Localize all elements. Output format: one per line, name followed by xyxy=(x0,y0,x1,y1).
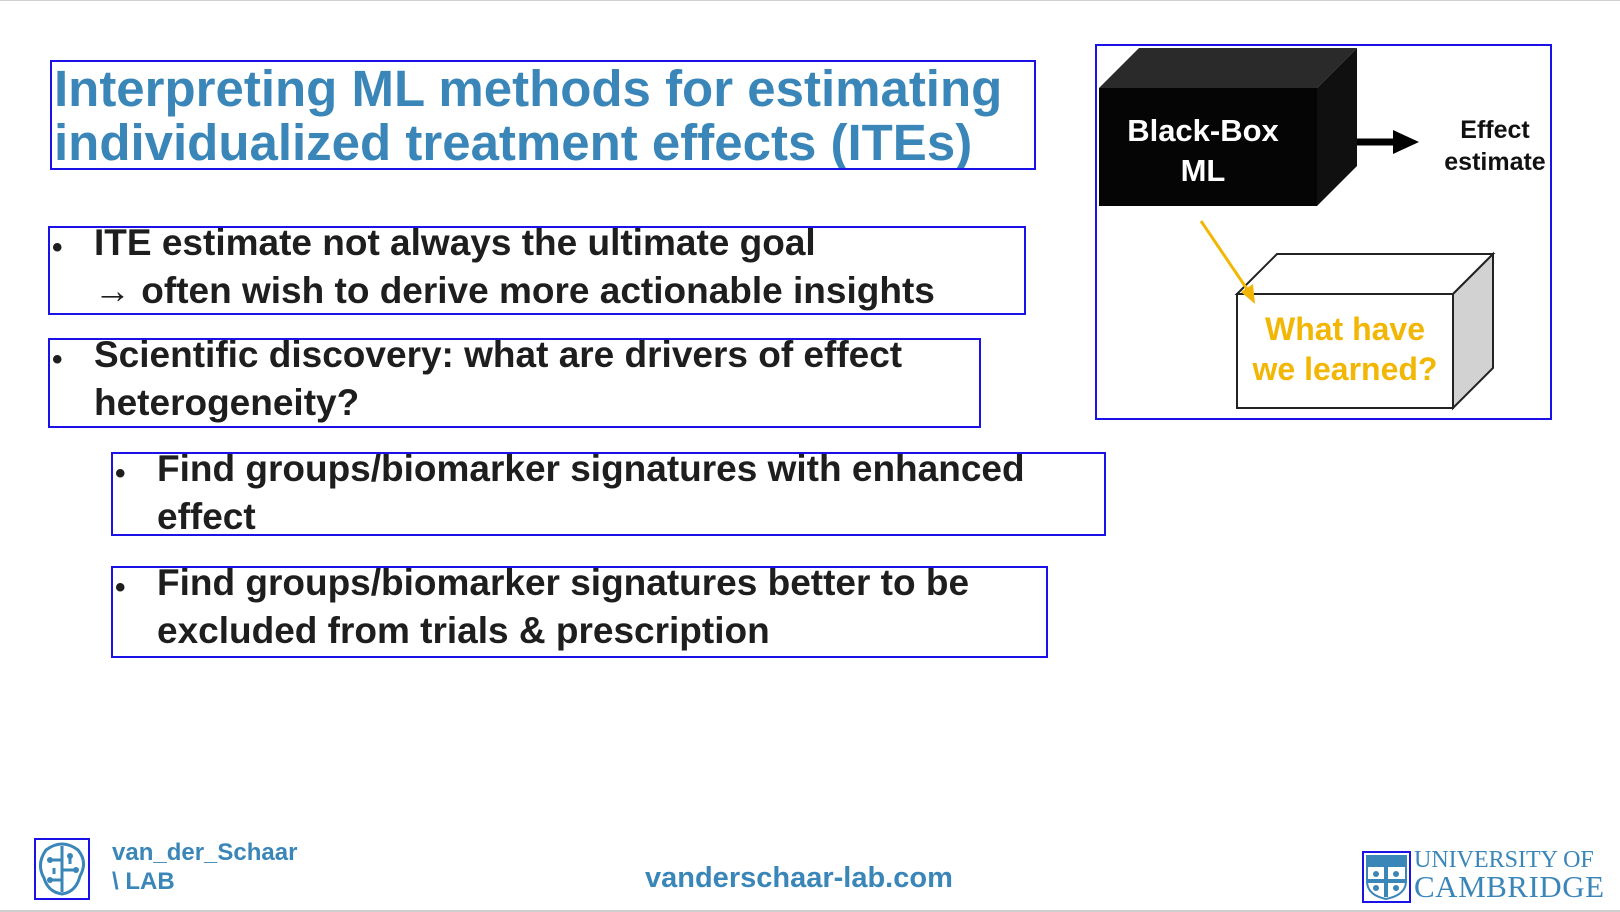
bullet-text-line-2: effect xyxy=(157,496,256,536)
lab-name: van_der_Schaar \ LAB xyxy=(112,838,297,896)
bullet-scientific-discovery: • Scientific discovery: what are drivers… xyxy=(48,338,981,428)
bottom-divider xyxy=(0,910,1620,912)
top-divider xyxy=(0,0,1620,1)
crest-shield-icon xyxy=(1366,855,1407,901)
bullet-text-line-1: Find groups/biomarker signatures better … xyxy=(157,566,970,603)
question-line-1: What have xyxy=(1265,311,1425,347)
bullet-ite-goal: • ITE estimate not always the ultimate g… xyxy=(48,226,1026,315)
university-line-2: CAMBRIDGE xyxy=(1414,869,1605,904)
bullet-marker: • xyxy=(52,231,63,264)
bullet-text-line-2: → often wish to derive more actionable i… xyxy=(94,270,935,311)
bullet-text-line-2: excluded from trials & prescription xyxy=(157,610,770,651)
slide-title: Interpreting ML methods for estimating i… xyxy=(50,60,1036,170)
white-box-top-face xyxy=(1234,253,1496,295)
bullet-marker: • xyxy=(52,343,63,376)
output-arrow-head xyxy=(1393,130,1419,154)
bullet-marker: • xyxy=(115,457,126,490)
question-line-2: we learned? xyxy=(1252,351,1438,387)
slide-title-line-2: individualized treatment effects (ITEs) xyxy=(54,114,973,170)
bullet-text-line-1: Scientific discovery: what are drivers o… xyxy=(94,338,903,375)
cambridge-crest-icon xyxy=(1362,851,1411,903)
slide-title-line-1: Interpreting ML methods for estimating xyxy=(54,60,1003,117)
effect-estimate-line-2: estimate xyxy=(1444,148,1546,176)
brain-circuit-icon xyxy=(39,842,85,896)
university-line-1: UNIVERSITY OF xyxy=(1414,847,1594,873)
insight-arrow-shaft xyxy=(1199,220,1251,293)
black-box-side-face xyxy=(1317,48,1357,206)
sub-bullet-excluded: • Find groups/biomarker signatures bette… xyxy=(111,566,1048,658)
insight-arrow-head xyxy=(1241,284,1255,304)
effect-estimate-line-1: Effect xyxy=(1460,116,1530,144)
black-box-front-face xyxy=(1099,88,1317,206)
white-box-front-face xyxy=(1236,293,1454,409)
lab-name-line-1: van_der_Schaar xyxy=(112,839,298,866)
bullet-text-line-2: heterogeneity? xyxy=(94,382,360,423)
bullet-text-line-1: Find groups/biomarker signatures with en… xyxy=(157,452,1025,489)
bullet-text-line-1: ITE estimate not always the ultimate goa… xyxy=(94,226,816,263)
black-box-diagram: Black-Box ML Effect estimate What have w… xyxy=(1095,44,1552,420)
diagram-canvas: Black-Box ML Effect estimate What have w… xyxy=(1099,48,1546,411)
lab-logo xyxy=(34,838,90,900)
lab-name-line-2: \ LAB xyxy=(112,868,175,895)
sub-bullet-enhanced-effect: • Find groups/biomarker signatures with … xyxy=(111,452,1106,536)
black-box-label-line-1: Black-Box xyxy=(1127,113,1279,148)
lab-url-link[interactable]: vanderschaar-lab.com xyxy=(645,862,953,894)
black-box-label-line-2: ML xyxy=(1181,153,1226,188)
university-wordmark: UNIVERSITY OF CAMBRIDGE xyxy=(1414,848,1605,902)
bullet-marker: • xyxy=(115,571,126,604)
black-box-top-face xyxy=(1099,48,1357,88)
